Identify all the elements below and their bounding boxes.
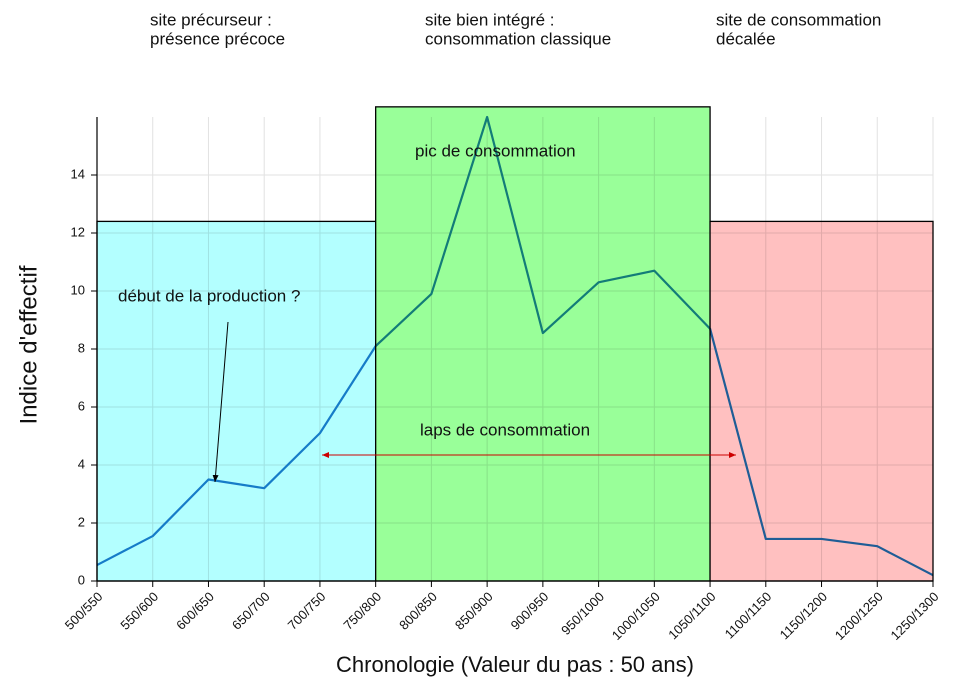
y-tick-label: 0 bbox=[78, 572, 85, 587]
x-axis-label: Chronologie (Valeur du pas : 50 ans) bbox=[336, 652, 694, 677]
annotation: pic de consommation bbox=[415, 141, 576, 160]
arrow bbox=[212, 321, 229, 483]
x-tick-label: 900/950 bbox=[508, 589, 552, 633]
region-label: consommation classique bbox=[425, 29, 611, 48]
x-tick-label: 1200/1250 bbox=[832, 589, 886, 643]
y-axis-label: Indice d'effectif bbox=[15, 265, 42, 424]
region-label: site de consommation bbox=[716, 10, 881, 29]
y-tick-label: 10 bbox=[71, 282, 85, 297]
x-tick-label: 1150/1200 bbox=[777, 589, 830, 642]
region-label: site précurseur : bbox=[150, 10, 272, 29]
x-tick-label: 600/650 bbox=[173, 589, 217, 633]
region-label: décalée bbox=[716, 29, 776, 48]
x-tick-label: 1100/1150 bbox=[722, 589, 775, 642]
series-line bbox=[96, 115, 934, 577]
region-label: site bien intégré : bbox=[425, 10, 554, 29]
x-tick-label: 1050/1100 bbox=[665, 589, 718, 642]
y-tick-label: 6 bbox=[78, 398, 85, 413]
y-tick-label: 4 bbox=[78, 456, 85, 471]
background-layer bbox=[96, 106, 934, 582]
x-tick-label: 700/750 bbox=[285, 589, 329, 633]
x-tick-label: 750/800 bbox=[340, 589, 384, 633]
region bbox=[96, 220, 377, 582]
x-tick-label: 1250/1300 bbox=[887, 589, 941, 643]
y-tick-label: 12 bbox=[71, 224, 85, 239]
x-tick-label: 850/900 bbox=[452, 589, 496, 633]
x-tick-label: 650/700 bbox=[229, 589, 273, 633]
x-tick-label: 500/550 bbox=[62, 589, 106, 633]
annotation: début de la production ? bbox=[118, 286, 300, 305]
x-tick-label: 550/600 bbox=[117, 589, 161, 633]
x-tick-label: 950/1000 bbox=[558, 589, 607, 638]
region-label: présence précoce bbox=[150, 29, 285, 48]
x-tick-label: 1000/1050 bbox=[609, 589, 663, 643]
y-tick-label: 14 bbox=[71, 166, 85, 181]
x-tick-label: 800/850 bbox=[396, 589, 440, 633]
annotation: laps de consommation bbox=[420, 420, 590, 439]
y-tick-label: 8 bbox=[78, 340, 85, 355]
y-tick-label: 2 bbox=[78, 514, 85, 529]
